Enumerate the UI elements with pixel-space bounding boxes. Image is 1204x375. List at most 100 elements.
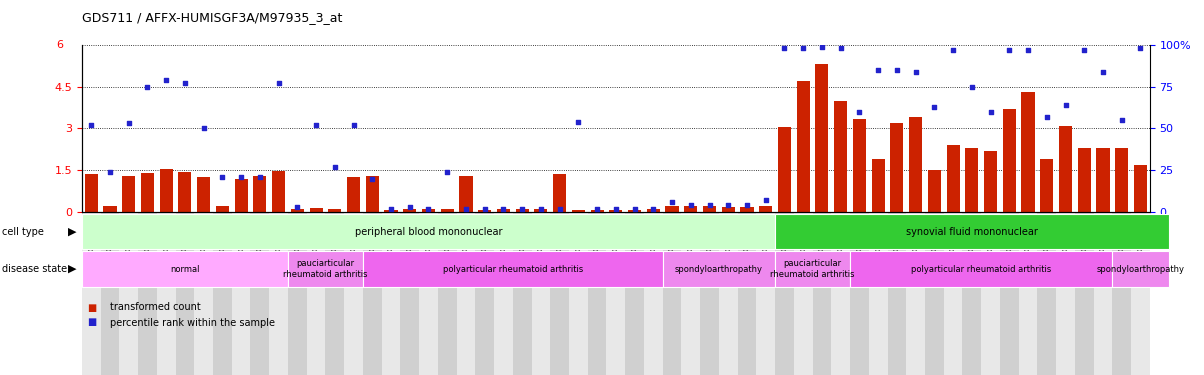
Bar (272, 171, 285, 212)
Bar (1021, 92, 1034, 212)
Point (981, 109, 1001, 115)
Point (607, 206, 626, 212)
Text: spondyloarthropathy: spondyloarthropathy (675, 265, 763, 274)
Text: pauciarticular
rheumatoid arthritis: pauciarticular rheumatoid arthritis (283, 260, 367, 279)
Point (700, 202, 719, 208)
Point (719, 202, 738, 208)
Bar (928, 170, 940, 212)
Bar (216, 206, 229, 212)
Point (288, 204, 307, 210)
Text: ▶: ▶ (67, 264, 77, 274)
Bar (366, 176, 379, 212)
Bar (291, 209, 303, 212)
Point (813, 44, 832, 50)
Point (1093, 69, 1112, 75)
Bar (666, 206, 679, 212)
Point (513, 206, 532, 212)
Bar (197, 177, 211, 212)
Point (775, 45, 795, 51)
Point (681, 202, 701, 208)
Bar (797, 81, 810, 212)
Bar (703, 206, 716, 212)
Bar (553, 174, 566, 212)
Point (588, 206, 607, 212)
Point (344, 122, 364, 128)
Bar (329, 209, 342, 212)
Point (250, 174, 270, 180)
Point (476, 206, 495, 212)
Bar (740, 207, 754, 212)
Bar (760, 206, 772, 212)
Text: polyarticular rheumatoid arthritis: polyarticular rheumatoid arthritis (443, 265, 583, 274)
Point (82, 122, 101, 128)
Point (231, 174, 250, 180)
Point (137, 84, 157, 90)
Bar (1134, 165, 1147, 212)
Bar (609, 210, 622, 212)
Bar (966, 148, 979, 212)
Point (307, 122, 326, 128)
Bar (253, 176, 266, 212)
Bar (122, 176, 135, 212)
Bar (1060, 126, 1072, 212)
Point (176, 80, 195, 86)
Point (905, 69, 925, 75)
Point (362, 176, 382, 181)
Point (194, 125, 213, 132)
Point (1019, 47, 1038, 53)
Text: ■: ■ (88, 318, 100, 327)
Bar (84, 174, 98, 212)
Bar (235, 178, 248, 212)
Bar (478, 210, 491, 212)
Point (325, 164, 344, 170)
Point (625, 206, 644, 212)
Point (494, 206, 513, 212)
Text: 6: 6 (57, 40, 63, 50)
Text: percentile rank within the sample: percentile rank within the sample (110, 318, 275, 327)
Point (1075, 47, 1094, 53)
Point (268, 80, 288, 86)
Point (382, 206, 401, 212)
Point (737, 202, 756, 208)
Point (213, 174, 232, 180)
Point (850, 109, 869, 115)
Bar (1040, 159, 1054, 212)
Bar (497, 209, 510, 212)
Point (962, 84, 981, 90)
Bar (309, 208, 323, 212)
Point (1056, 102, 1075, 108)
Bar (1003, 109, 1016, 212)
Bar (535, 209, 548, 212)
Bar (946, 145, 960, 212)
Text: pauciarticular
rheumatoid arthritis: pauciarticular rheumatoid arthritis (771, 260, 855, 279)
Point (437, 169, 456, 175)
Text: peripheral blood mononuclear: peripheral blood mononuclear (355, 226, 502, 237)
Point (925, 104, 944, 110)
Point (831, 45, 850, 51)
Bar (1078, 148, 1091, 212)
Point (793, 45, 813, 51)
Bar (104, 206, 117, 212)
Bar (890, 123, 903, 212)
Bar (160, 169, 172, 212)
Bar (815, 64, 828, 212)
Point (119, 120, 138, 126)
Bar (460, 176, 472, 212)
Bar (1097, 148, 1110, 212)
Text: polyarticular rheumatoid arthritis: polyarticular rheumatoid arthritis (911, 265, 1051, 274)
Text: normal: normal (170, 265, 200, 274)
Bar (872, 159, 885, 212)
Text: ▶: ▶ (67, 226, 77, 237)
Text: transformed count: transformed count (110, 303, 200, 312)
Text: ■: ■ (88, 303, 100, 312)
Point (531, 206, 550, 212)
Point (550, 206, 569, 212)
Bar (441, 209, 454, 212)
Bar (403, 209, 417, 212)
Point (868, 67, 887, 73)
Point (887, 67, 907, 73)
Point (1037, 114, 1056, 120)
Point (157, 77, 176, 83)
Text: spondyloarthropathy: spondyloarthropathy (1097, 265, 1185, 274)
Bar (141, 173, 154, 212)
